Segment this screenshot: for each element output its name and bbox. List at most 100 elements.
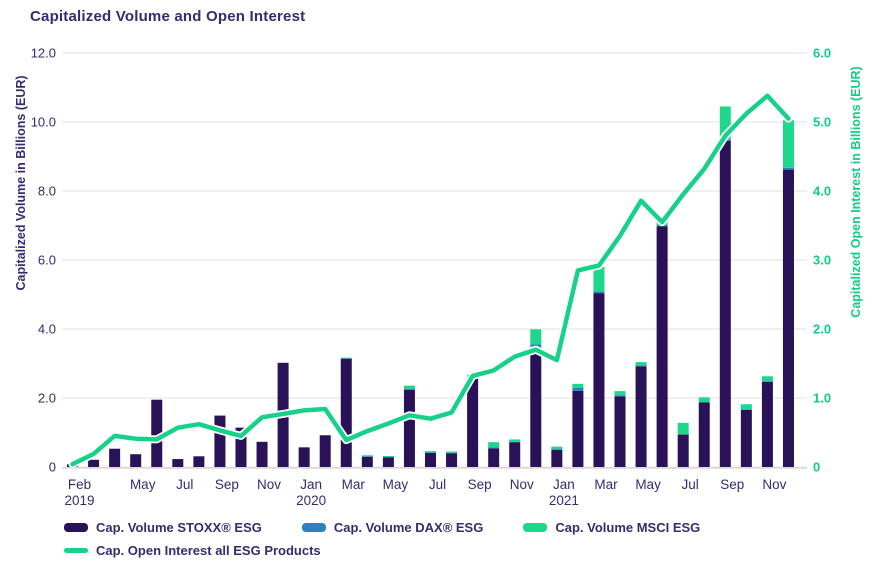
legend-swatch-icon [523,523,548,532]
bar-segment [340,357,352,359]
bar-segment [488,448,500,467]
svg-text:Jul: Jul [176,477,193,492]
svg-text:May: May [130,477,156,492]
bar-segment [298,447,310,467]
bar-segment [761,376,773,382]
chart-legend: Cap. Volume STOXX® ESG Cap. Volume DAX® E… [64,520,700,566]
bar-segment [656,226,668,467]
legend-item: Cap. Volume STOXX® ESG [64,520,262,535]
bar-segment [214,415,226,467]
legend-row: Cap. Volume STOXX® ESG Cap. Volume DAX® E… [64,520,700,535]
legend-item: Cap. Open Interest all ESG Products [64,543,321,558]
bar-segment [698,402,710,467]
legend-item: Cap. Volume DAX® ESG [301,520,484,535]
bar-segment [677,422,689,435]
svg-text:2.0: 2.0 [38,391,56,406]
bar-segment [130,454,142,467]
svg-text:0: 0 [49,460,56,475]
bar-segment [488,442,500,448]
bar-segment [446,451,458,453]
bar-segment [151,399,163,467]
y-axis-right: 0 1.0 2.0 3.0 4.0 5.0 6.0 [813,46,831,475]
svg-text:Jul: Jul [429,477,446,492]
bar-segment [530,348,542,467]
bar-segment [782,120,794,168]
svg-text:10.0: 10.0 [31,115,56,130]
svg-text:Nov: Nov [257,477,281,492]
open-interest-line [68,91,793,469]
bar-segment [467,378,479,467]
svg-text:Sep: Sep [468,477,492,492]
bar-segment [719,106,731,140]
bar-segment [382,455,394,457]
bar-segment [235,427,247,467]
bar-segment [109,448,121,467]
bar-segment [551,449,563,467]
bar-segment [614,396,626,467]
bar-segment [698,397,710,403]
legend-label: Cap. Volume DAX® ESG [333,520,484,535]
svg-text:Jan: Jan [300,477,322,492]
bar-segment [361,456,373,467]
bar-segment [740,404,752,410]
y-axis-left-title: Capitalized Volume in Billions (EUR) [14,75,28,290]
gridlines [62,52,807,399]
bar-segment [361,455,373,457]
bar-segment [509,439,521,442]
svg-text:Nov: Nov [762,477,786,492]
bar-segment [172,459,184,467]
bar-segment [740,409,752,467]
bar-segment [403,385,415,390]
bar-segment [425,451,436,453]
svg-text:Sep: Sep [215,477,239,492]
bar-segment [635,362,647,366]
svg-text:4.0: 4.0 [813,184,831,199]
svg-text:1.0: 1.0 [813,391,831,406]
legend-swatch-icon [301,523,326,532]
y-axis-right-title: Capitalized Open Interest in Billions (E… [849,66,863,317]
bar-segment [425,452,436,467]
bar-segment [572,390,584,467]
bar-segment [572,383,584,388]
svg-text:4.0: 4.0 [38,322,56,337]
bar-segment [677,434,689,467]
bar-segment [614,395,626,397]
y-axis-left: 0 2.0 4.0 6.0 8.0 10.0 12.0 [31,46,56,475]
legend-label: Cap. Volume STOXX® ESG [96,520,262,535]
bar-segment [761,381,773,382]
svg-text:May: May [383,477,409,492]
bar-segment [719,140,731,467]
svg-text:2019: 2019 [65,493,95,508]
bar-segment [593,266,605,292]
bar-segment [509,441,521,443]
bar-segment [572,387,584,391]
svg-text:6.0: 6.0 [813,46,831,61]
svg-text:8.0: 8.0 [38,184,56,199]
bar-segment [782,169,794,468]
svg-text:Mar: Mar [594,477,618,492]
bar-segment [635,365,647,367]
svg-text:Mar: Mar [342,477,366,492]
bar-segment [403,389,415,467]
bar-segment [551,449,563,450]
svg-text:0: 0 [813,460,820,475]
bar-segment [593,291,605,294]
svg-text:Nov: Nov [510,477,534,492]
svg-text:Sep: Sep [720,477,744,492]
bar-segment [446,453,458,467]
svg-text:12.0: 12.0 [31,46,56,61]
bar-segment [403,389,415,390]
legend-label: Cap. Volume MSCI ESG [555,520,701,535]
bar-segment [488,447,500,449]
bar-segment [509,442,521,467]
bars [67,106,794,468]
svg-text:May: May [635,477,661,492]
svg-text:Feb: Feb [68,477,91,492]
chart-title: Capitalized Volume and Open Interest [30,8,306,25]
legend-row: Cap. Open Interest all ESG Products [64,543,700,558]
bar-segment [551,446,563,450]
bar-segment [530,329,542,345]
bar-segment [193,456,205,467]
